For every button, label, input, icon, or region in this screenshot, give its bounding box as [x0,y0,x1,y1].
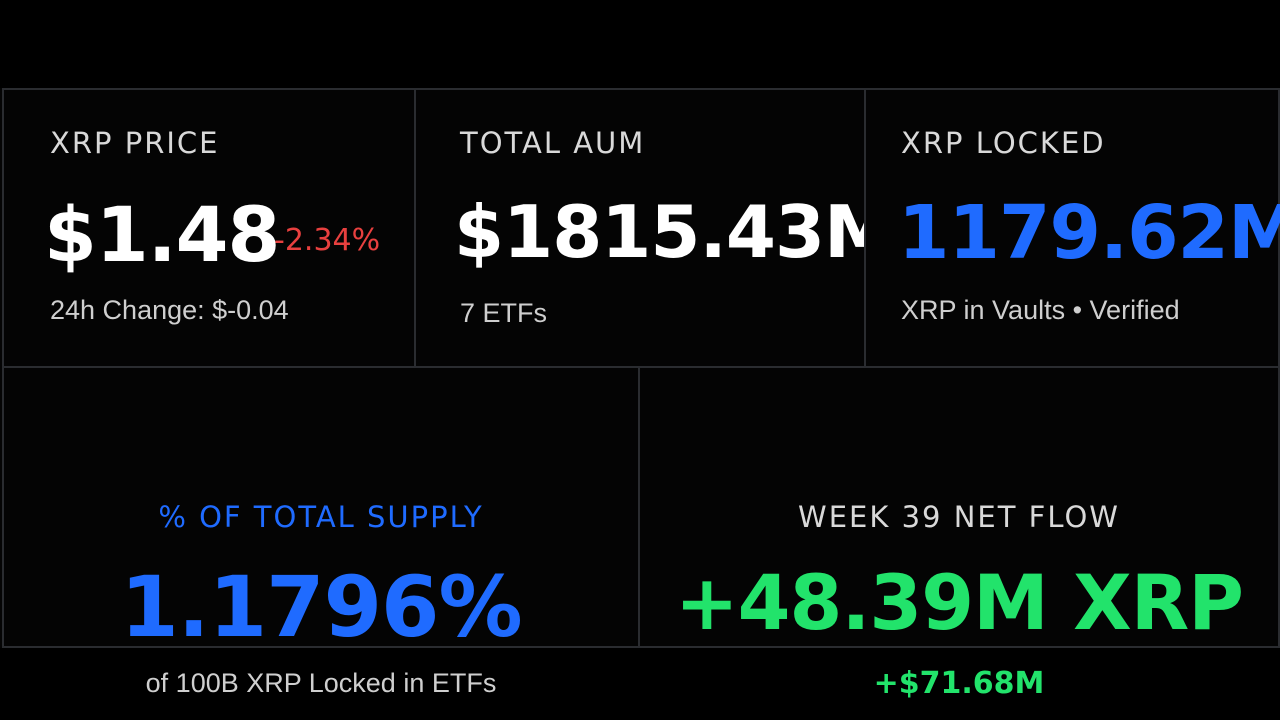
xrp-locked-panel: XRP LOCKED 1179.62M XRP in Vaults • Veri… [864,88,1280,368]
net-flow-label: WEEK 39 NET FLOW [798,500,1120,534]
xrp-locked-value: 1179.62M [898,190,1280,276]
supply-percent-label: % OF TOTAL SUPPLY [158,500,484,534]
total-aum-panel: TOTAL AUM $1815.43M 7 ETFs [414,88,896,368]
xrp-price-panel: XRP PRICE $1.48 -2.34% 24h Change: $-0.0… [2,88,416,368]
etf-dashboard: XRP PRICE $1.48 -2.34% 24h Change: $-0.0… [0,88,1280,701]
xrp-price-value: $1.48 [44,190,280,279]
total-aum-label: TOTAL AUM [460,126,646,160]
xrp-locked-caption: XRP in Vaults • Verified [901,295,1180,325]
net-flow-panel: WEEK 39 NET FLOW +48.39M XRP +$71.68M [638,366,1280,701]
supply-percent-panel: % OF TOTAL SUPPLY 1.1796% of 100B XRP Lo… [2,366,640,698]
etf-count: 7 ETFs [460,298,548,328]
total-aum-value: $1815.43M [454,190,896,274]
supply-percent-value: 1.1796% [120,558,522,656]
supply-percent-caption: of 100B XRP Locked in ETFs [145,668,497,698]
price-change-absolute: 24h Change: $-0.04 [50,295,289,325]
xrp-locked-label: XRP LOCKED [901,126,1106,160]
net-flow-value: +48.39M XRP [675,558,1244,647]
price-change-percent: -2.34% [274,223,381,258]
net-flow-usd: +$71.68M [873,666,1045,701]
xrp-price-label: XRP PRICE [50,126,220,160]
